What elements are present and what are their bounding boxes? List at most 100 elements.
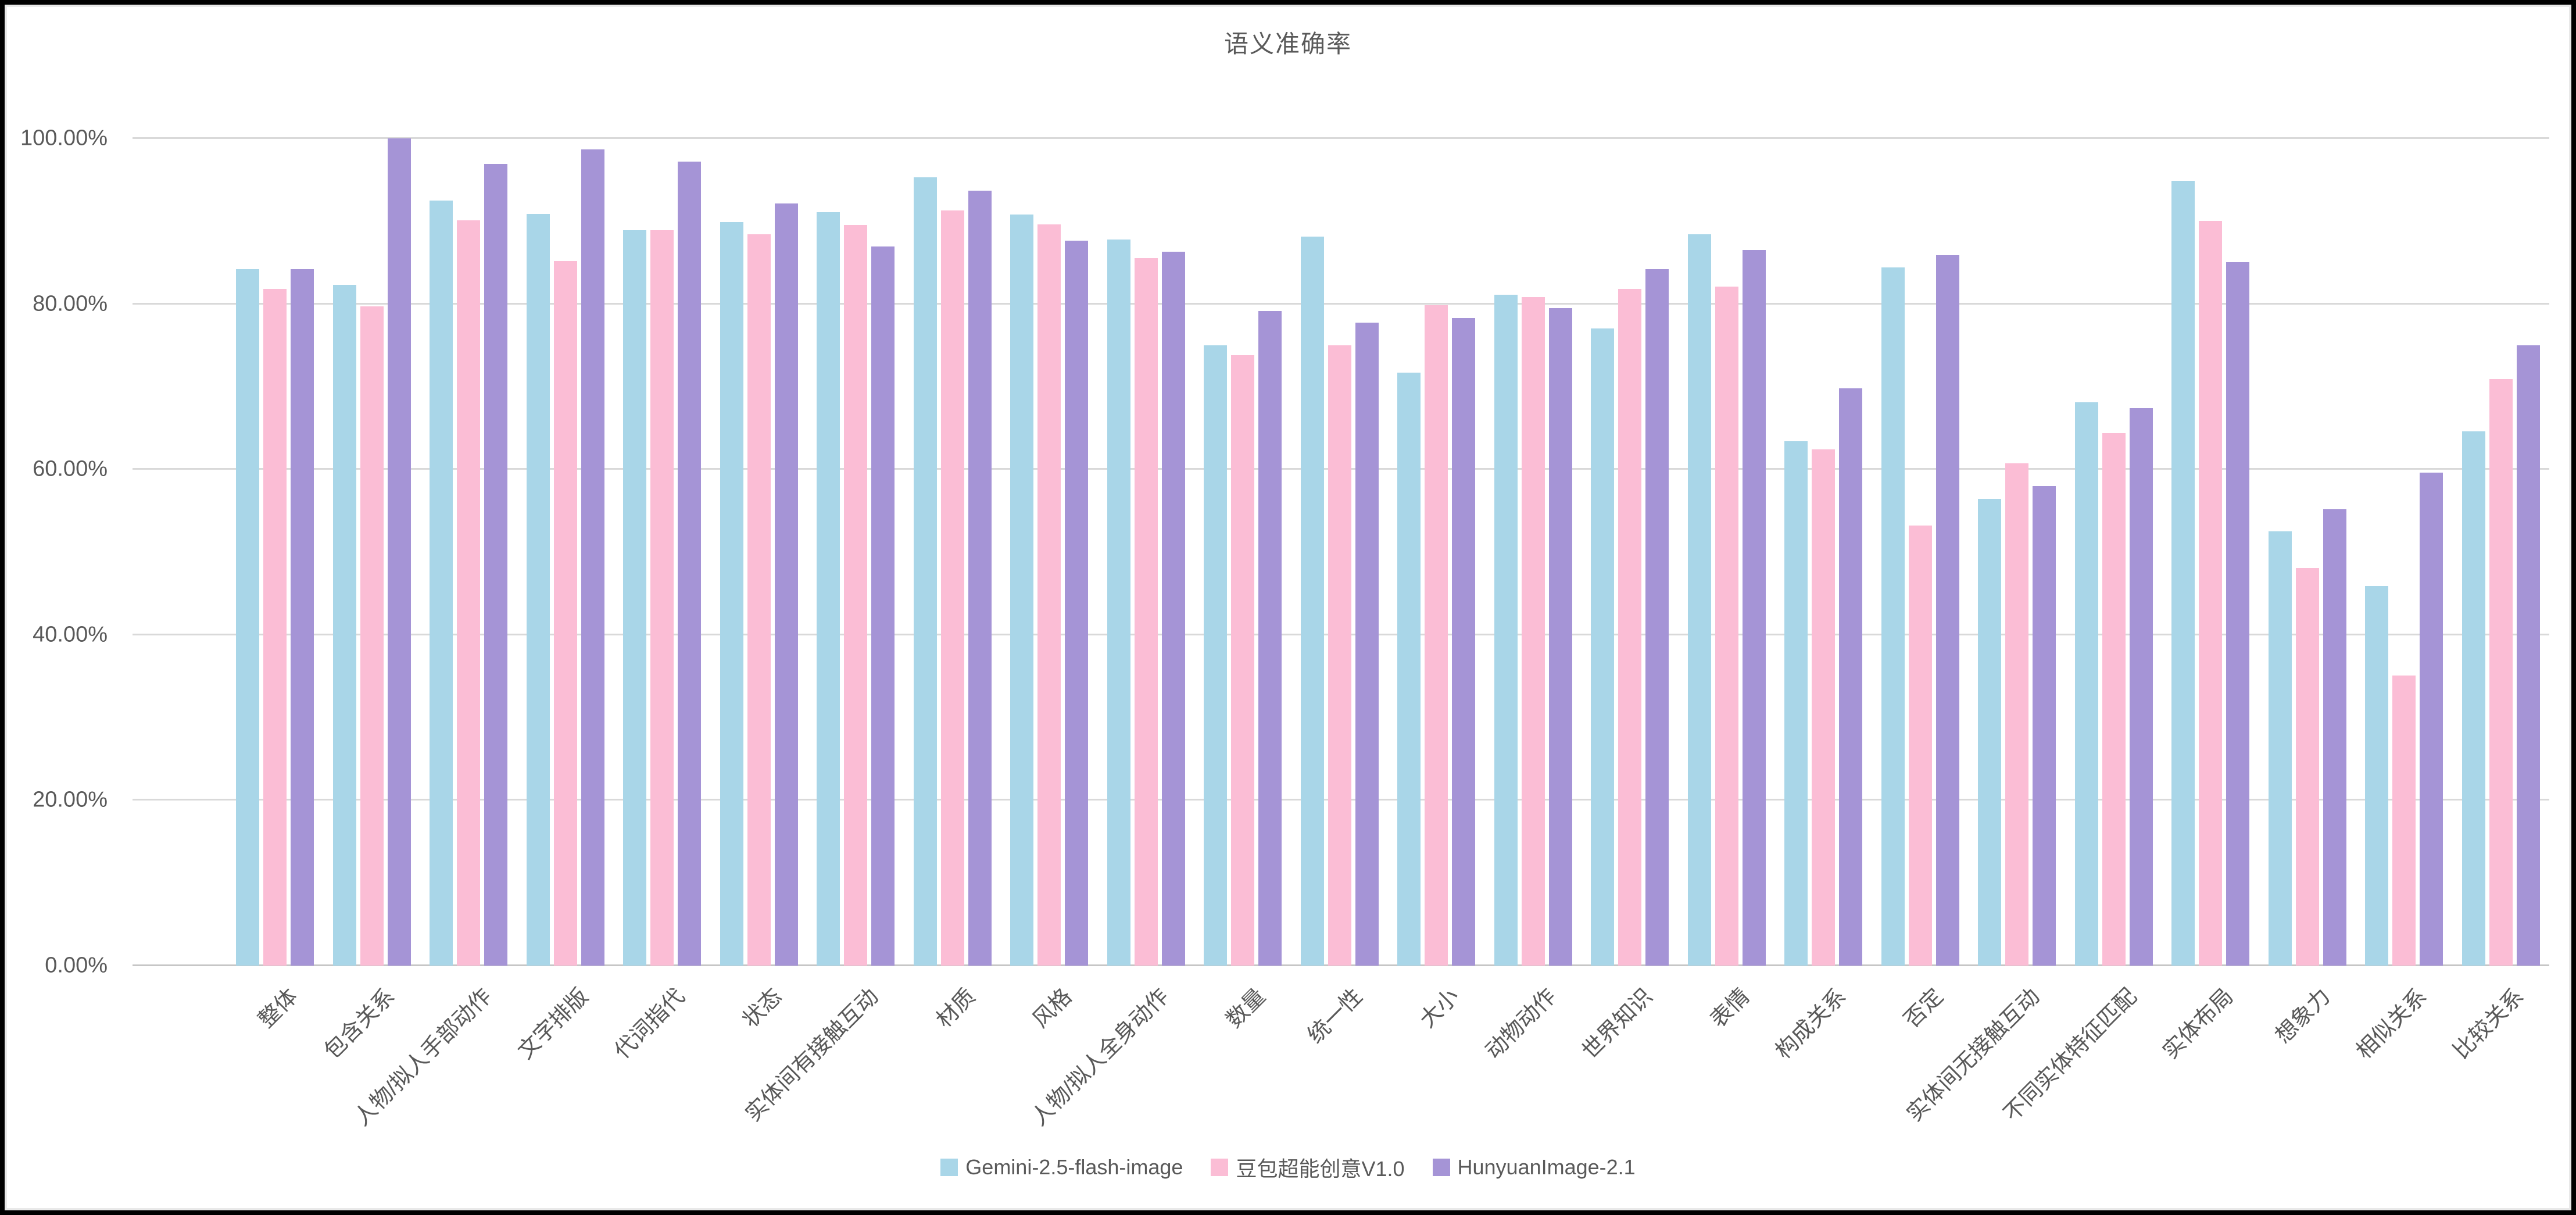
x-tick-label: 否定 bbox=[1899, 984, 1948, 1033]
bar bbox=[2323, 509, 2346, 966]
bar bbox=[457, 220, 481, 966]
x-tick-label: 材质 bbox=[931, 984, 981, 1033]
bar bbox=[360, 306, 384, 966]
category-group bbox=[227, 138, 324, 966]
x-axis-labels: 整体 包含关系 人物/拟人手部动作 文字排版 代词指代 状态 实体间有接触互动 材质 风格 人物/… bbox=[227, 966, 2549, 1152]
bar bbox=[2226, 262, 2250, 966]
bar bbox=[1231, 355, 1255, 966]
category-group bbox=[1679, 138, 1776, 966]
category-group bbox=[807, 138, 904, 966]
x-tick-label: 想象力 bbox=[2270, 984, 2335, 1049]
bar bbox=[1715, 286, 1738, 966]
bar bbox=[844, 225, 868, 966]
x-tick-label: 相似关系 bbox=[2352, 984, 2432, 1064]
bar bbox=[1328, 345, 1351, 966]
bar bbox=[236, 269, 260, 966]
x-tick-label: 状态 bbox=[738, 984, 787, 1033]
y-tick-label: 20.00% bbox=[33, 787, 108, 812]
category-group bbox=[324, 138, 421, 966]
category-group bbox=[711, 138, 808, 966]
bar bbox=[1591, 328, 1615, 966]
legend-swatch-icon bbox=[1432, 1159, 1450, 1176]
y-tick-label: 0.00% bbox=[45, 953, 108, 978]
bar bbox=[1645, 269, 1669, 966]
category-group bbox=[2356, 138, 2453, 966]
category-group bbox=[1969, 138, 2066, 966]
bar bbox=[2295, 567, 2319, 966]
legend-label: Gemini-2.5-flash-image bbox=[965, 1155, 1183, 1179]
bar bbox=[1618, 289, 1642, 966]
x-tick-label: 风格 bbox=[1028, 984, 1077, 1033]
category-group bbox=[1194, 138, 1291, 966]
bar bbox=[2516, 345, 2540, 966]
x-tick-label: 文字排版 bbox=[513, 984, 593, 1064]
x-tick-label: 大小 bbox=[1415, 984, 1464, 1033]
bar bbox=[817, 212, 840, 966]
bar bbox=[871, 246, 895, 966]
category-group bbox=[1098, 138, 1195, 966]
category-group bbox=[2066, 138, 2163, 966]
bar bbox=[1881, 267, 1905, 966]
category-group bbox=[1775, 138, 1872, 966]
bar bbox=[1258, 311, 1282, 966]
bar bbox=[387, 138, 411, 966]
x-tick-label: 包含关系 bbox=[320, 984, 400, 1064]
category-group bbox=[1388, 138, 1485, 966]
bar bbox=[2005, 463, 2029, 966]
bar bbox=[1355, 323, 1379, 966]
x-tick-label: 整体 bbox=[254, 984, 303, 1033]
bar bbox=[650, 230, 674, 966]
bar bbox=[2033, 485, 2056, 966]
bar bbox=[913, 177, 937, 966]
bar bbox=[747, 234, 771, 966]
bar bbox=[2461, 431, 2485, 966]
bar bbox=[1300, 237, 1324, 966]
category-group bbox=[1291, 138, 1389, 966]
bar bbox=[291, 269, 314, 966]
bar bbox=[1494, 294, 1518, 966]
bar bbox=[581, 149, 604, 966]
x-tick-label: 代词指代 bbox=[610, 984, 690, 1064]
legend-item: 豆包超能创意V1.0 bbox=[1211, 1152, 1405, 1182]
x-tick-label: 统一性 bbox=[1303, 984, 1368, 1049]
bar bbox=[263, 289, 287, 966]
bar bbox=[1687, 234, 1711, 966]
bar bbox=[1908, 525, 1932, 966]
bar bbox=[1161, 251, 1185, 966]
bar bbox=[678, 161, 702, 966]
bar bbox=[1452, 317, 1476, 966]
bar bbox=[526, 213, 550, 966]
bar bbox=[623, 230, 647, 966]
bar bbox=[1037, 224, 1061, 966]
y-tick-label: 60.00% bbox=[33, 456, 108, 481]
category-group bbox=[1582, 138, 1679, 966]
bar bbox=[1107, 239, 1130, 966]
bar bbox=[940, 210, 964, 966]
x-tick-label: 比较关系 bbox=[2449, 984, 2529, 1064]
category-group bbox=[1485, 138, 1582, 966]
legend-swatch-icon bbox=[940, 1159, 958, 1176]
bar bbox=[774, 203, 798, 966]
bar bbox=[1812, 449, 1836, 966]
bar bbox=[332, 284, 356, 966]
bar bbox=[1397, 372, 1421, 966]
legend: Gemini-2.5-flash-image 豆包超能创意V1.0 HunyuanI… bbox=[5, 1152, 2571, 1182]
y-tick-label: 80.00% bbox=[33, 291, 108, 316]
bar bbox=[2129, 408, 2153, 966]
bar bbox=[1134, 258, 1158, 966]
x-tick-label: 表情 bbox=[1705, 984, 1755, 1033]
bar bbox=[2171, 180, 2195, 966]
bar bbox=[1425, 305, 1448, 966]
legend-swatch-icon bbox=[1211, 1159, 1229, 1176]
category-group bbox=[1872, 138, 1969, 966]
x-tick-label: 动物动作 bbox=[1481, 984, 1561, 1064]
bars-area bbox=[227, 138, 2549, 966]
bar bbox=[2365, 585, 2389, 966]
bar bbox=[2268, 531, 2292, 966]
bar bbox=[1978, 499, 2002, 966]
bar bbox=[2199, 221, 2223, 966]
bar bbox=[1742, 250, 1766, 966]
bar bbox=[1839, 388, 1863, 966]
